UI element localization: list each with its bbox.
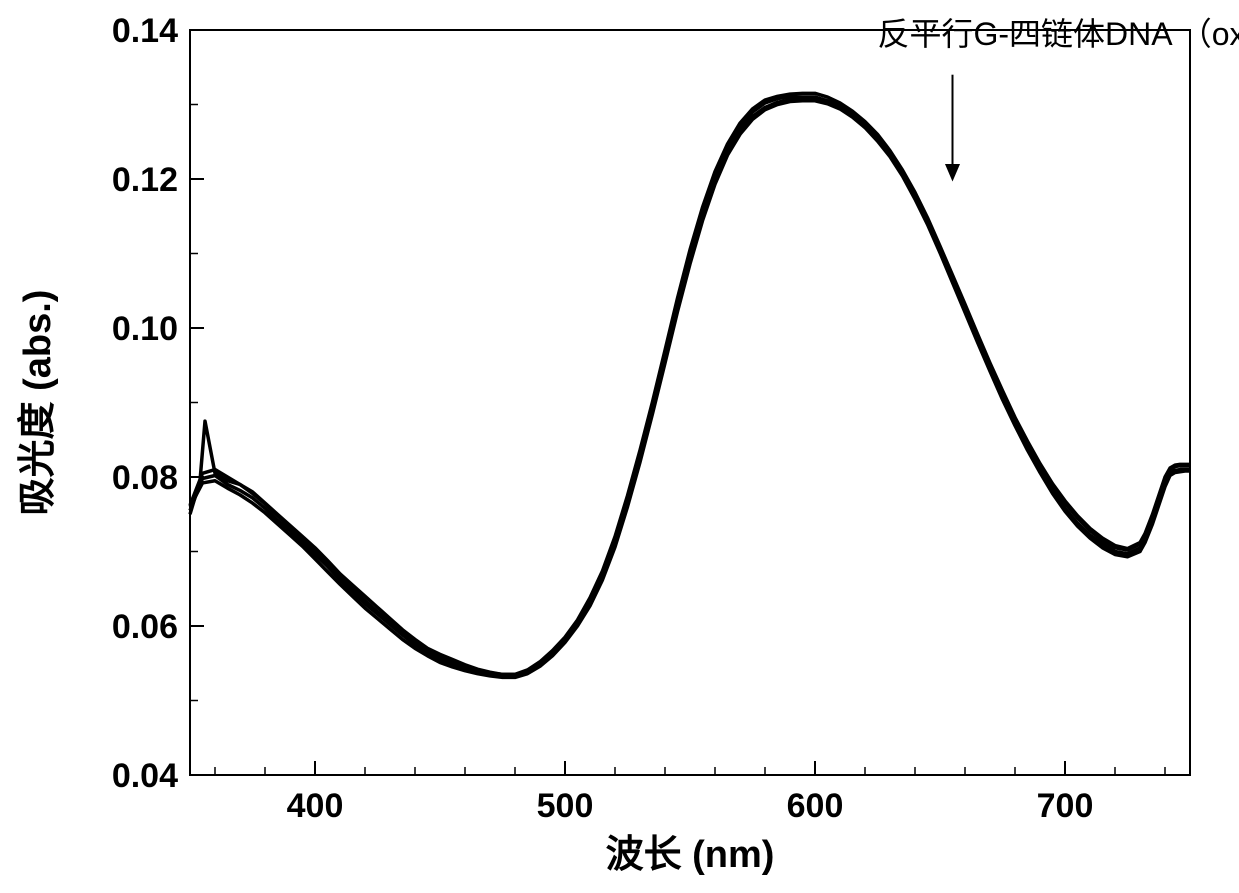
series-s2 <box>190 99 1190 676</box>
y-tick-label: 0.08 <box>112 459 178 497</box>
plot-frame <box>190 30 1190 775</box>
x-axis-title: 波长 (nm) <box>606 834 775 876</box>
x-tick-label: 700 <box>1037 787 1094 825</box>
absorbance-chart: 0.04 0.06 0.08 0.10 0.12 0.14 400 500 600 700 波长 (… <box>0 0 1239 893</box>
x-tick-label: 400 <box>287 787 344 825</box>
y-tick-label: 0.06 <box>112 608 178 646</box>
y-tick-label: 0.04 <box>112 757 178 795</box>
series-s4 <box>190 93 1190 674</box>
annotation-label: 反平行G-四链体DNA （oxy28） <box>878 16 1239 52</box>
x-tick-label: 600 <box>787 787 844 825</box>
x-tick-label: 500 <box>537 787 594 825</box>
y-axis-title: 吸光度 (abs.) <box>17 290 59 516</box>
annotation-arrow-head <box>947 165 959 179</box>
y-tick-label: 0.12 <box>112 161 178 199</box>
series-s1 <box>190 97 1190 674</box>
y-tick-label: 0.14 <box>112 12 178 50</box>
series-s3 <box>190 101 1190 678</box>
chart-container: 0.04 0.06 0.08 0.10 0.12 0.14 400 500 600 700 波长 (… <box>0 0 1239 893</box>
y-tick-label: 0.10 <box>112 310 178 348</box>
